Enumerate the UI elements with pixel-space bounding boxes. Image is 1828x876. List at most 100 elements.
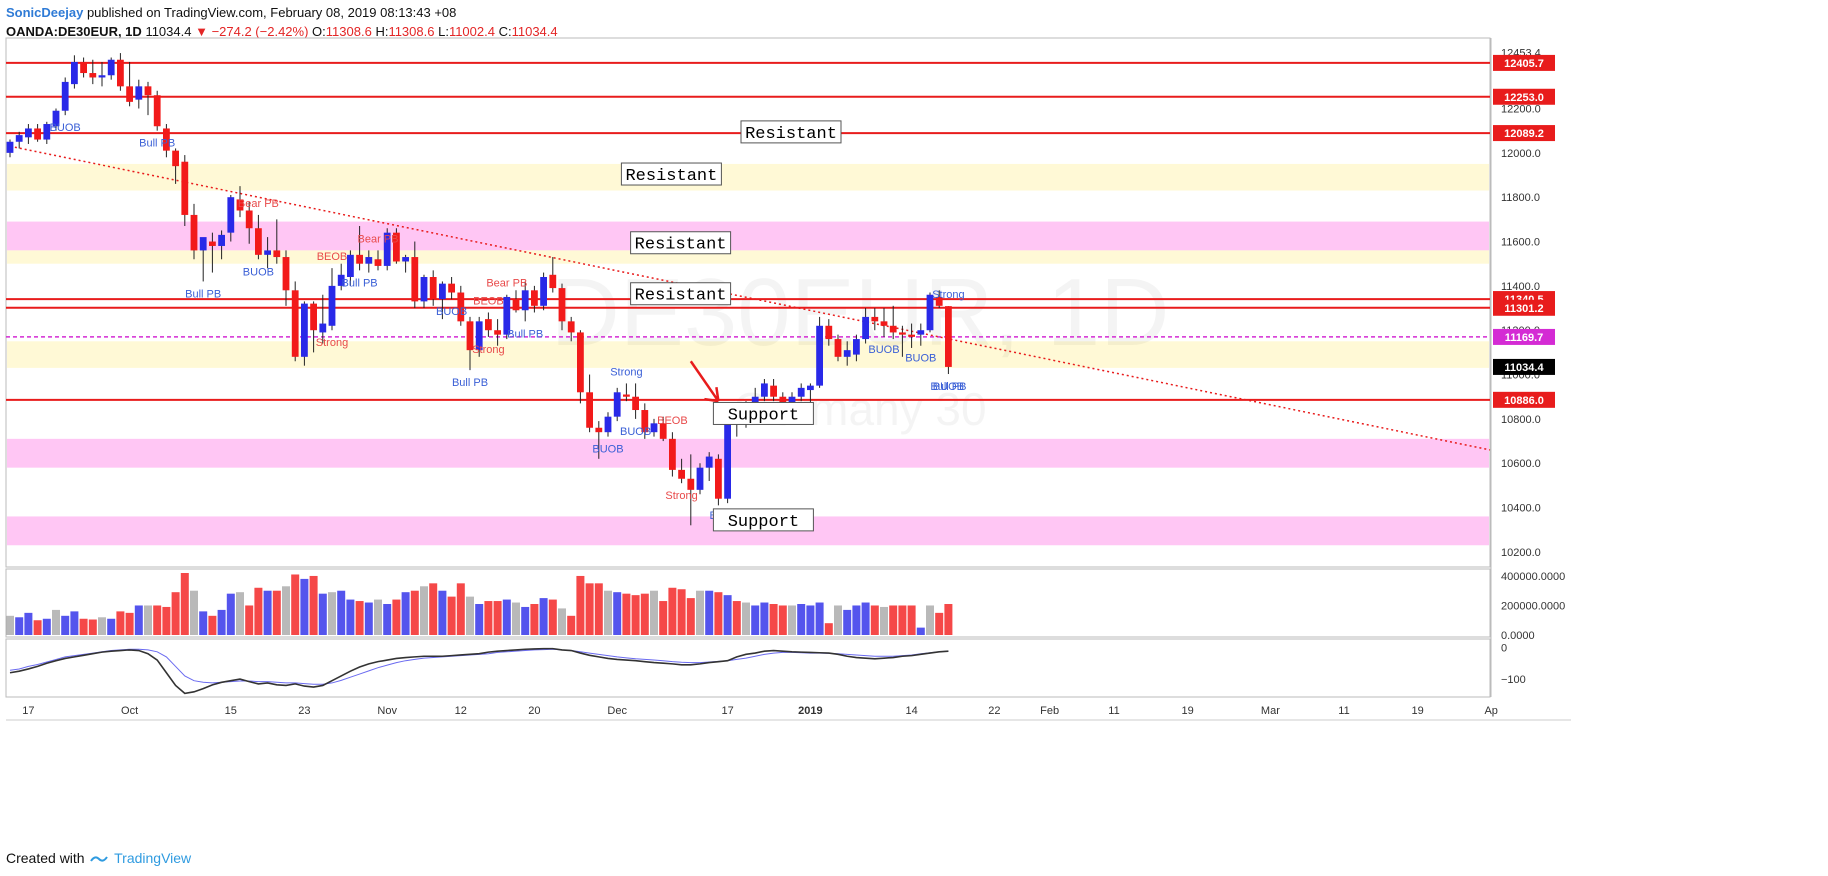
volume-bar bbox=[558, 608, 566, 635]
volume-bar bbox=[677, 589, 686, 635]
candle-body bbox=[678, 469, 685, 479]
candle-body bbox=[52, 110, 60, 127]
candle-body bbox=[485, 319, 492, 331]
tradingview-brand[interactable]: TradingView bbox=[114, 850, 192, 866]
candle-body bbox=[429, 277, 437, 300]
volume-bar bbox=[788, 605, 796, 635]
y-tick-label: 12000.0 bbox=[1501, 148, 1541, 160]
y-tick-label: 11600.0 bbox=[1501, 237, 1540, 249]
volume-bar bbox=[318, 593, 327, 635]
volume-bar bbox=[944, 604, 953, 635]
y-tick-label: 10200.0 bbox=[1501, 547, 1541, 559]
candle-body bbox=[282, 257, 290, 291]
candle-body bbox=[80, 61, 87, 74]
volume-bar bbox=[392, 599, 401, 635]
volume-bar bbox=[539, 598, 548, 635]
volume-bar bbox=[70, 611, 79, 635]
volume-bar bbox=[61, 615, 70, 635]
candle-body bbox=[880, 321, 888, 326]
candle-body bbox=[71, 61, 78, 85]
volume-bar bbox=[466, 596, 474, 635]
volume-bar bbox=[696, 590, 704, 635]
candle-body bbox=[347, 254, 354, 278]
price-change: ▼ −274.2 (−2.42%) bbox=[195, 24, 309, 39]
candle-body bbox=[908, 334, 915, 337]
volume-bar bbox=[815, 602, 824, 635]
volume-bar bbox=[153, 605, 162, 635]
x-tick-label: 22 bbox=[988, 705, 1000, 717]
volume-bar bbox=[447, 596, 456, 635]
volume-bar bbox=[834, 605, 842, 635]
x-tick-label: 17 bbox=[721, 705, 733, 717]
volume-pane: 400000.0000 200000.0000 0.0000 bbox=[6, 571, 1565, 642]
candle-body bbox=[402, 257, 409, 262]
volume-bar bbox=[512, 602, 520, 635]
volume-bar bbox=[585, 583, 594, 635]
candle-body bbox=[613, 392, 621, 417]
volume-bar bbox=[686, 598, 695, 635]
volume-bar bbox=[668, 587, 677, 635]
oscillator-pane: 0 −100 bbox=[9, 642, 1526, 695]
x-tick-label: 12 bbox=[455, 705, 467, 717]
volume-bar bbox=[337, 590, 346, 635]
candle-body bbox=[448, 283, 455, 293]
candle-body bbox=[917, 330, 925, 335]
pattern-label: BUOB bbox=[905, 353, 936, 365]
volume-bar bbox=[502, 599, 511, 635]
volume-bar bbox=[650, 590, 658, 635]
volume-bar bbox=[935, 612, 944, 635]
candle-body bbox=[632, 396, 639, 411]
oscillator-main-line bbox=[9, 647, 949, 695]
volume-bar bbox=[24, 612, 33, 635]
volume-bar bbox=[254, 587, 263, 635]
candle-body bbox=[245, 210, 253, 229]
volume-bar bbox=[125, 612, 134, 635]
candle-body bbox=[439, 283, 446, 300]
candle-body bbox=[172, 150, 179, 167]
close-label: C: bbox=[498, 24, 512, 39]
candle-body bbox=[659, 423, 667, 439]
pattern-label: Bull PB bbox=[185, 288, 221, 300]
candle-body bbox=[227, 197, 235, 233]
volume-bar bbox=[907, 605, 916, 635]
volume-bar bbox=[631, 595, 640, 635]
price-tag-label: 10886.0 bbox=[1504, 395, 1544, 407]
pattern-label: BUOB bbox=[868, 344, 899, 356]
zone-label-box bbox=[712, 508, 814, 532]
volume-bar bbox=[33, 620, 42, 635]
price-tag-label: 11301.2 bbox=[1504, 303, 1543, 315]
price-tag bbox=[1493, 391, 1555, 408]
candle-body bbox=[420, 277, 428, 302]
pattern-label: Bear PB bbox=[486, 278, 527, 290]
volume-bar bbox=[199, 611, 208, 635]
volume-bar bbox=[171, 592, 180, 635]
author-link[interactable]: SonicDeejay bbox=[6, 5, 84, 20]
candle-body bbox=[466, 321, 474, 351]
x-tick-label: 2019 bbox=[798, 705, 822, 717]
candle-body bbox=[163, 128, 170, 151]
oscillator-axis-label: 0 bbox=[1501, 642, 1507, 654]
candle-body bbox=[724, 412, 731, 499]
volume-bar bbox=[42, 618, 51, 635]
pattern-label: Bull PB bbox=[139, 138, 175, 150]
symbol-label: OANDA:DE30EUR, 1D bbox=[6, 24, 142, 39]
candle-body bbox=[126, 86, 133, 102]
ohlc-line: OANDA:DE30EUR, 1D 11034.4 ▼ −274.2 (−2.4… bbox=[6, 24, 558, 39]
candle-body bbox=[889, 325, 897, 333]
candle-body bbox=[935, 296, 943, 306]
volume-bar bbox=[824, 623, 833, 635]
volume-bar bbox=[208, 615, 217, 635]
candle-body bbox=[25, 128, 32, 138]
volume-bar bbox=[732, 601, 741, 635]
volume-bar bbox=[714, 592, 723, 635]
candle-body bbox=[89, 73, 97, 78]
volume-bar bbox=[401, 592, 410, 635]
volume-bar bbox=[916, 627, 925, 635]
candle-body bbox=[209, 241, 216, 246]
pattern-label: Strong bbox=[610, 366, 642, 378]
candles bbox=[6, 53, 952, 526]
x-tick-label: 15 bbox=[225, 705, 237, 717]
zone-label-text: Resistant bbox=[635, 236, 727, 255]
candle-body bbox=[43, 124, 51, 140]
